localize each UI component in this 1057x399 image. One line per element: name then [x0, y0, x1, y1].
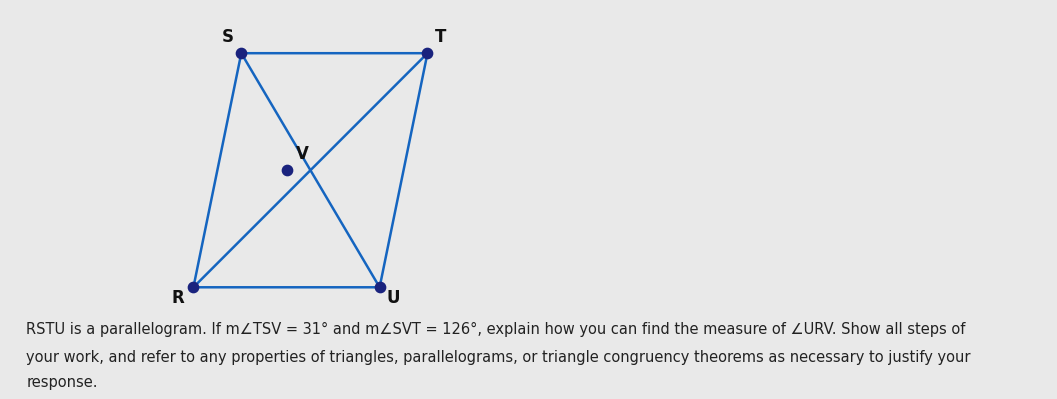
Text: V: V — [296, 145, 309, 163]
Text: RSTU is a parallelogram. If m∠TSV = 31° and m∠SVT = 126°, explain how you can fi: RSTU is a parallelogram. If m∠TSV = 31° … — [26, 322, 966, 337]
Text: response.: response. — [26, 375, 98, 390]
Point — [278, 167, 295, 174]
Text: T: T — [435, 28, 446, 46]
Point — [233, 50, 249, 56]
Text: R: R — [171, 289, 184, 307]
Text: your work, and refer to any properties of triangles, parallelograms, or triangle: your work, and refer to any properties o… — [26, 350, 971, 365]
Point — [185, 284, 202, 290]
Text: S: S — [222, 28, 234, 46]
Point — [371, 284, 388, 290]
Text: U: U — [386, 289, 400, 307]
Point — [419, 50, 435, 56]
